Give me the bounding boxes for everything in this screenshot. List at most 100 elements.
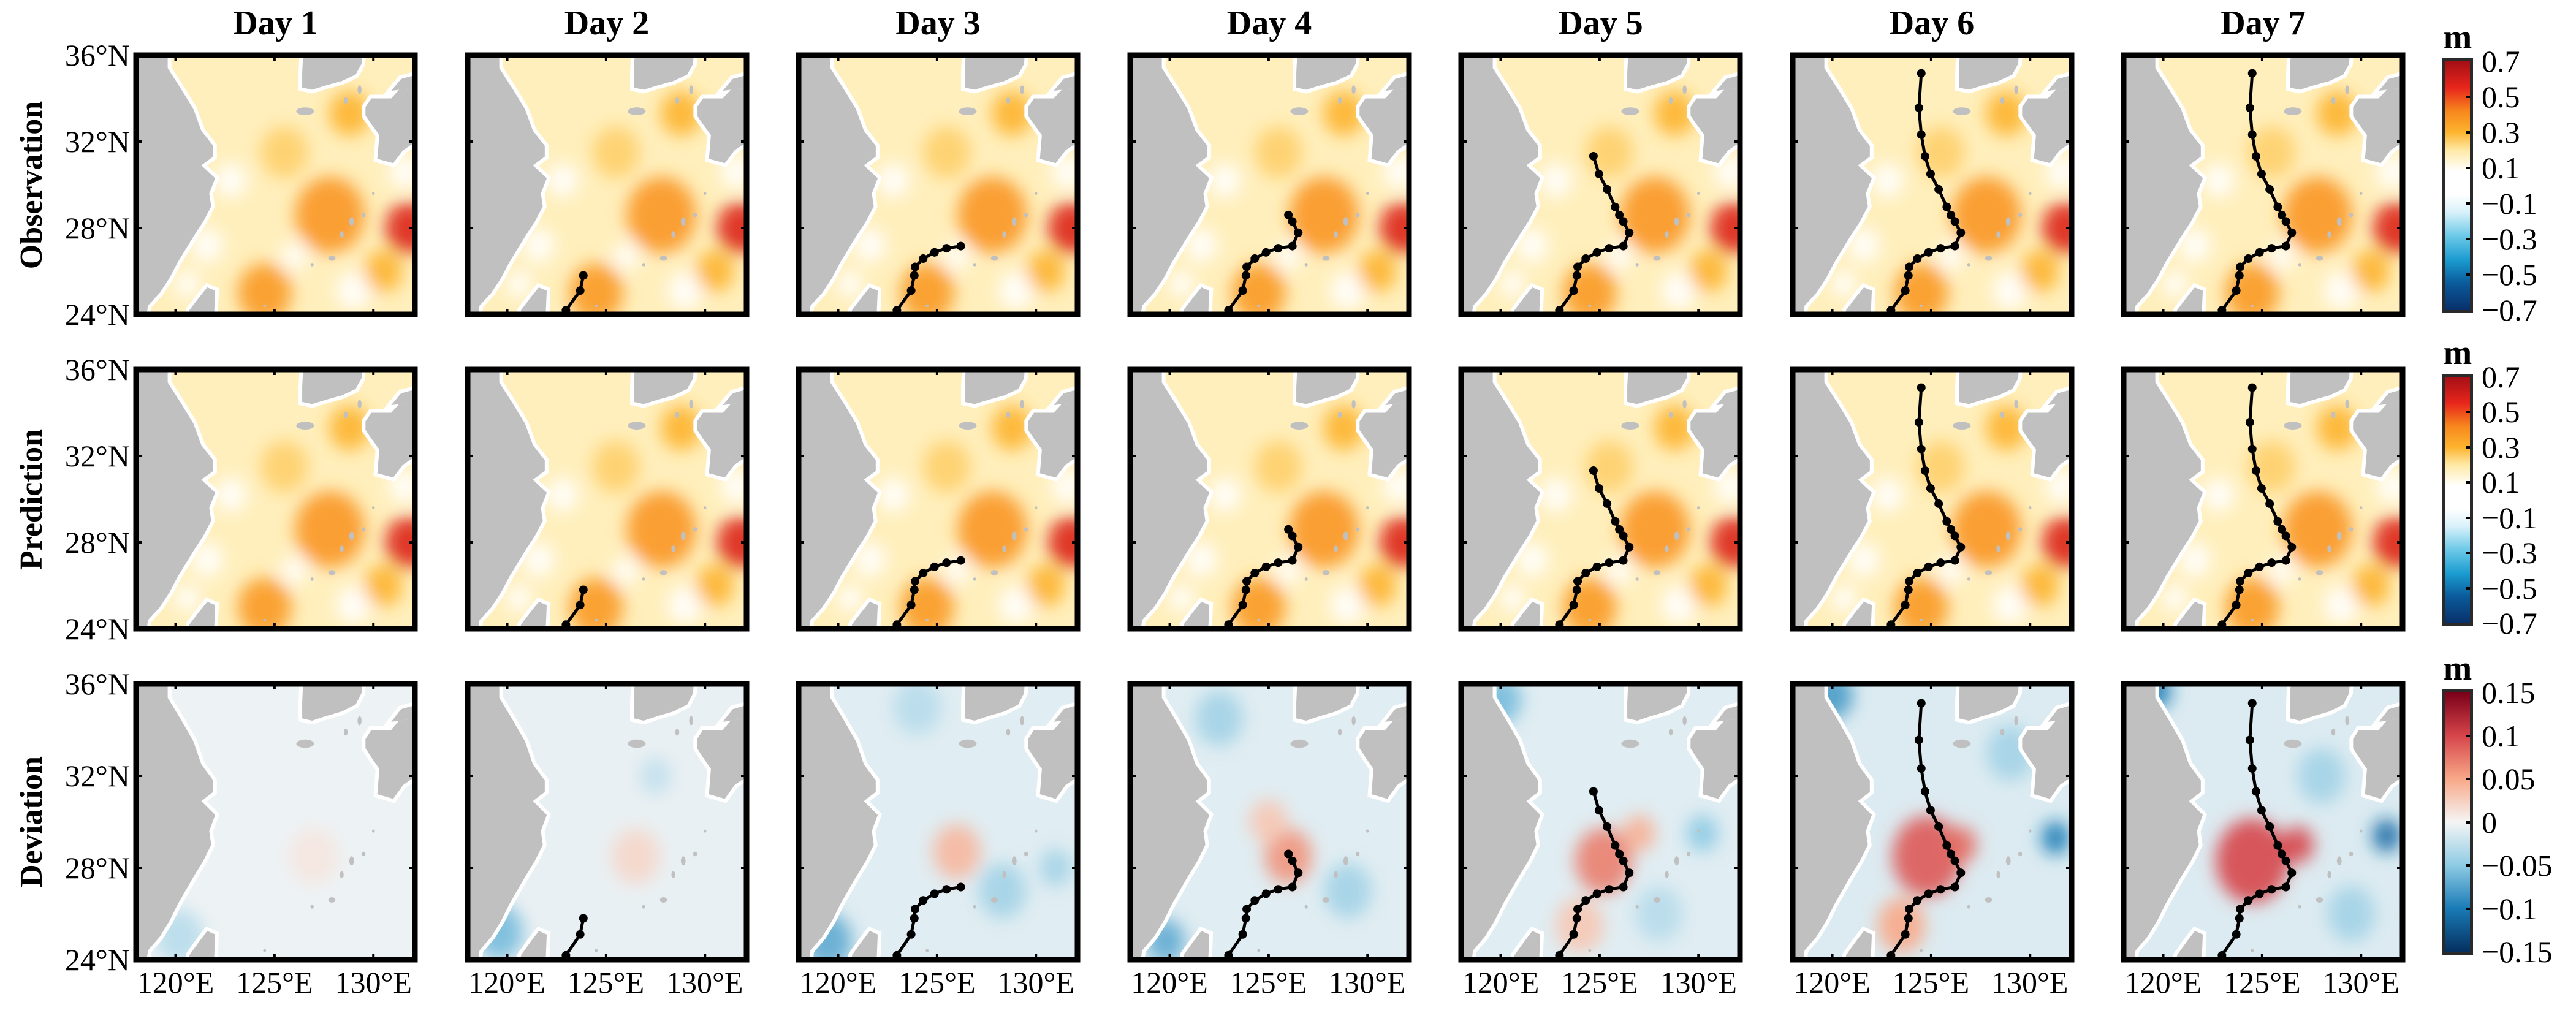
island [1696, 192, 1700, 195]
track-point [1950, 882, 1959, 892]
field-blob [998, 586, 1034, 624]
x-tick-label: 125°E [2224, 965, 2301, 1000]
island [310, 577, 314, 581]
island [1985, 570, 1992, 575]
island [1668, 729, 1673, 736]
map-panel [796, 52, 1081, 317]
island [340, 231, 344, 238]
field-blob [2373, 516, 2403, 569]
land-mask [1130, 55, 1409, 314]
map-panel [1127, 366, 1411, 632]
island [1322, 256, 1329, 261]
typhoon-track [1886, 699, 1965, 960]
track-point [2247, 130, 2257, 139]
land-mask [467, 370, 747, 629]
panel-frame [133, 366, 418, 632]
island [2028, 829, 2031, 833]
y-tick-label: 36°N [64, 667, 130, 701]
island [1304, 905, 1308, 909]
track-point [1619, 217, 1628, 226]
island [1621, 422, 1639, 430]
land-taiwan [1183, 931, 1209, 960]
island [959, 422, 977, 430]
island [1256, 618, 1260, 622]
panel-frame [1458, 52, 1743, 317]
x-tick-label: 120°E [799, 965, 877, 1000]
field-blob [1871, 163, 1904, 198]
track-point [1293, 542, 1302, 552]
y-tick-label: 24°N [64, 612, 130, 646]
field-blob [2042, 516, 2072, 569]
track-point [2236, 262, 2245, 271]
island [2018, 213, 2022, 218]
field-blob [191, 542, 223, 577]
track-point [1242, 262, 1251, 271]
field-blob [878, 163, 910, 198]
x-tick-label: 120°E [1131, 965, 1208, 1000]
track-point [1592, 248, 1601, 257]
typhoon-track [1886, 383, 1965, 629]
track-point [1603, 499, 1612, 508]
track-point [2281, 882, 2290, 892]
colorbar-tick [2466, 586, 2470, 590]
field-blob [1168, 270, 1195, 298]
track-point [1238, 601, 1247, 610]
field-blob [522, 542, 555, 577]
land-kyushu [2353, 88, 2403, 164]
track-point [579, 914, 588, 923]
island [2005, 531, 2011, 541]
island [1952, 422, 1970, 430]
land-china [2124, 55, 2203, 314]
field-blob [1710, 516, 1740, 569]
island [1011, 856, 1017, 866]
island [671, 231, 675, 238]
island [1355, 213, 1359, 218]
land-honshu [1385, 389, 1409, 406]
island [959, 107, 977, 115]
field-blob [2323, 271, 2359, 310]
island [2331, 729, 2336, 736]
island [1653, 256, 1661, 261]
column-title: Day 5 [1558, 4, 1643, 42]
land-honshu [2379, 389, 2403, 406]
map-panel [2121, 52, 2406, 317]
track-point [1950, 217, 1959, 226]
track-point [2265, 822, 2274, 831]
land-mask [2124, 684, 2403, 960]
island [1665, 871, 1669, 878]
field-blob [591, 126, 640, 178]
island [1034, 192, 1038, 195]
island [2005, 217, 2011, 226]
colorbar [2442, 58, 2473, 313]
map-panel [133, 366, 418, 632]
island [1674, 856, 1679, 866]
typhoon-track [1555, 466, 1634, 629]
track-point [1917, 699, 1926, 708]
field-blob [2179, 542, 2211, 577]
island [1011, 531, 1017, 541]
land-china [799, 370, 878, 629]
field-blob [1254, 126, 1302, 178]
track-point [1917, 764, 1926, 773]
track-point [1589, 787, 1598, 796]
field-blob [237, 577, 292, 629]
land-taiwan [1845, 287, 1872, 314]
island [703, 192, 706, 195]
field-blob [364, 250, 403, 292]
land-mask [136, 370, 415, 629]
y-tick-label: 32°N [64, 759, 130, 793]
island [357, 716, 362, 726]
island [1034, 829, 1038, 833]
field-blob [1831, 270, 1857, 298]
track-point [1594, 806, 1603, 815]
island [1006, 97, 1011, 104]
track-point [1619, 241, 1628, 251]
island [1668, 411, 1673, 419]
colorbar-tick-label: −0.1 [2482, 500, 2537, 535]
track-point [1573, 577, 1582, 586]
panel-frame [1458, 681, 1743, 963]
track-point [2245, 735, 2254, 745]
island [959, 739, 977, 748]
colorbar-tick-label: 0.5 [2482, 80, 2520, 114]
island [1665, 231, 1669, 238]
